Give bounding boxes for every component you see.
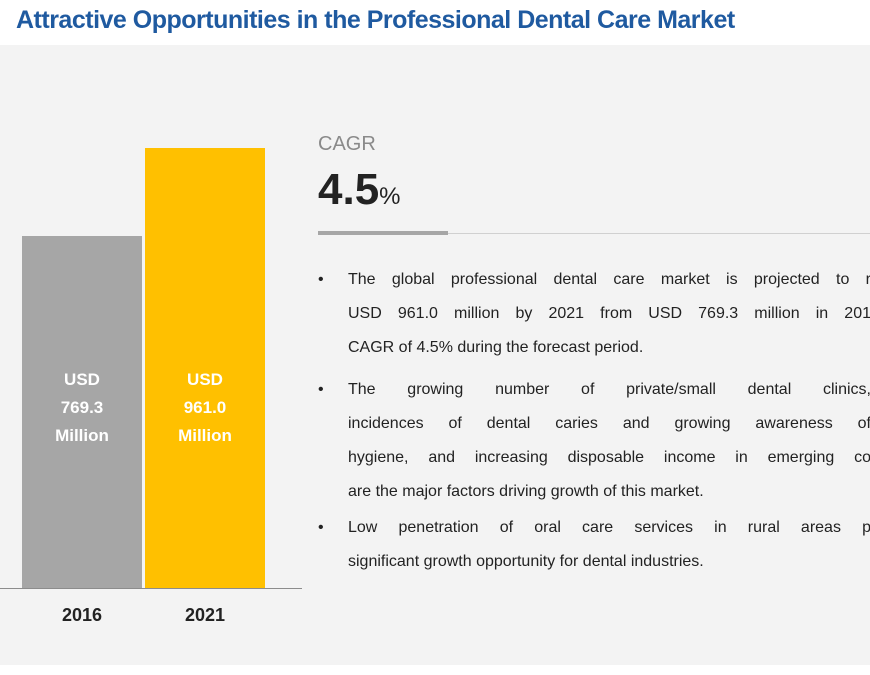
- x-tick-label: 2016: [61, 605, 103, 625]
- bullet-dot: •: [318, 381, 324, 398]
- bullet-dot: •: [318, 271, 324, 288]
- bullet-dot: •: [318, 519, 324, 536]
- cagr-label: CAGR: [318, 133, 376, 155]
- bullet-text: significant growth opportunity for denta…: [348, 553, 704, 570]
- divider: [448, 233, 870, 234]
- value-label: USD 769.3 Million: [55, 370, 109, 445]
- bullet-text: Low penetration of oral care services in…: [348, 519, 870, 536]
- bullet-text: CAGR of 4.5% during the forecast period.: [348, 339, 644, 356]
- bullet-text: USD 961.0 million by 2021 from USD 769.3…: [348, 305, 870, 322]
- divider: [318, 231, 448, 235]
- bar: [145, 148, 265, 588]
- cagr-number: 4.5: [318, 165, 380, 214]
- x-tick-label: 2021: [184, 605, 226, 625]
- bullet-text: The global professional dental care mark…: [348, 271, 870, 288]
- title: Attractive Opportunities in the Professi…: [16, 6, 735, 34]
- bullet-text: are the major factors driving growth of …: [348, 483, 704, 500]
- bullet-text: The growing number of private/small dent…: [348, 381, 870, 398]
- cagr-unit: %: [379, 183, 401, 210]
- bullet-text: hygiene, and increasing disposable incom…: [348, 449, 870, 466]
- baseline: [0, 588, 302, 589]
- bullet-text: incidences of dental caries and growing …: [348, 415, 870, 432]
- value-label: USD 961.0 Million: [178, 370, 232, 445]
- bar: [22, 235, 142, 588]
- cagr-value: 4.5%: [318, 165, 401, 215]
